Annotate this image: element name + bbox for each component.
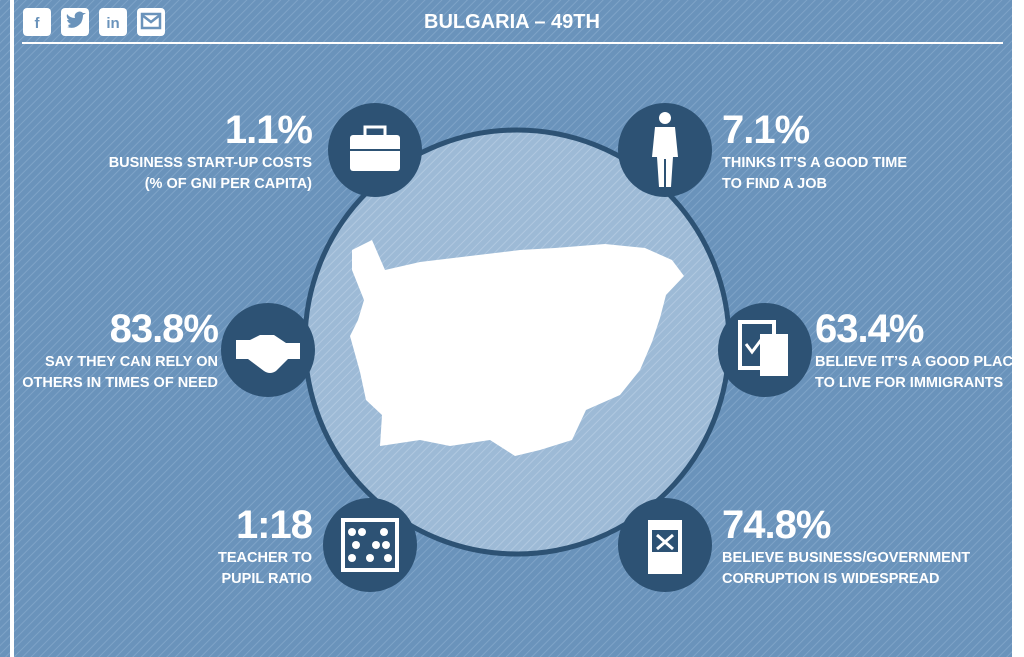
stat-value: 83.8% [110, 307, 219, 351]
stat-label: BUSINESS START-UP COSTS [109, 155, 313, 171]
stat-label: BELIEVE IT’S A GOOD PLACE [815, 354, 1023, 370]
stat-label: CORRUPTION IS WIDESPREAD [722, 571, 940, 587]
abacus-frame [341, 518, 399, 572]
envelope-flap [141, 14, 161, 24]
stat: 1.1% BUSINESS START-UP COSTS (% OF GNI PER… [109, 108, 314, 192]
stat-label: TO LIVE FOR IMMIGRANTS [815, 375, 1004, 391]
person-head [659, 112, 671, 124]
linkedin-icon[interactable] [99, 8, 127, 36]
stat-value: 63.4% [815, 307, 924, 351]
icon-circle [323, 498, 417, 592]
briefcase-icon [350, 135, 400, 171]
abacus-beads [348, 528, 392, 562]
paper-icon [760, 334, 788, 376]
linkedin-letters: in [106, 15, 119, 32]
stat-label: TEACHER TO [218, 550, 312, 566]
facebook-letter: f [35, 15, 41, 32]
person-icon [652, 127, 678, 187]
stat: 1:18 TEACHER TO PUPIL RATIO [218, 503, 314, 587]
envelope [140, 12, 162, 30]
bulgaria-map [350, 240, 684, 456]
icon-circles [221, 103, 812, 592]
stat: 7.1% THINKS IT’S A GOOD TIME TO FIND A JOB [722, 108, 907, 192]
handshake-icon [236, 335, 300, 373]
stat: 63.4% BELIEVE IT’S A GOOD PLACE TO LIVE FO… [815, 307, 1023, 391]
check-icon [744, 335, 766, 355]
facebook-icon[interactable] [23, 8, 51, 36]
stat-value: 7.1% [722, 108, 810, 152]
social-icons: f in [23, 8, 165, 36]
stat: 83.8% SAY THEY CAN RELY ON OTHERS IN TIMES… [22, 307, 219, 391]
stat-label: THINKS IT’S A GOOD TIME [722, 155, 907, 171]
stat-label: TO FIND A JOB [722, 176, 827, 192]
stat-label: PUPIL RATIO [222, 571, 313, 587]
stat-value: 1.1% [225, 108, 313, 152]
title: BULGARIA – 49TH [424, 11, 600, 33]
stat-label: (% OF GNI PER CAPITA) [145, 176, 312, 192]
ballot-x [656, 533, 674, 551]
left-border [10, 0, 14, 657]
twitter-bird [66, 11, 86, 28]
right-border [1012, 0, 1024, 657]
stat: 74.8% BELIEVE BUSINESS/GOVERNMENT CORRUPTI… [722, 503, 970, 587]
stats: 1.1% BUSINESS START-UP COSTS (% OF GNI PER… [22, 108, 1023, 587]
stat-label: SAY THEY CAN RELY ON [45, 354, 218, 370]
stat-value: 1:18 [236, 503, 313, 547]
stat-label: OTHERS IN TIMES OF NEED [22, 375, 218, 391]
stat-label: BELIEVE BUSINESS/GOVERNMENT [722, 550, 970, 566]
stat-value: 74.8% [722, 503, 831, 547]
briefcase-handle [363, 125, 387, 139]
